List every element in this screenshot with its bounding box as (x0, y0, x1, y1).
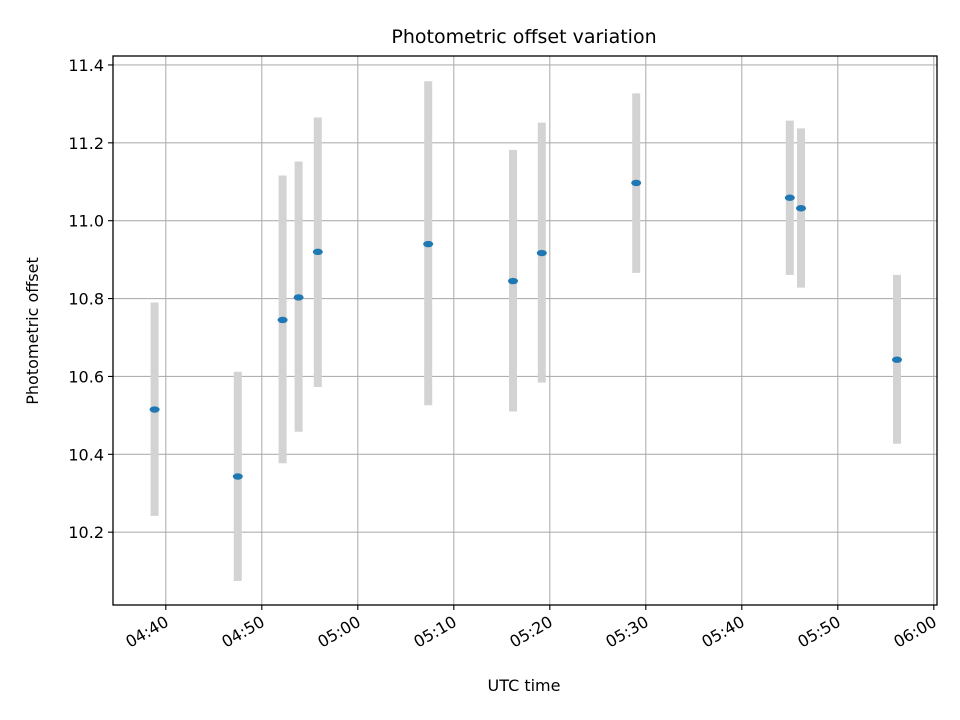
data-point (892, 356, 902, 363)
x-tick-label: 05:40 (698, 612, 747, 652)
y-tick-label: 11.4 (68, 56, 104, 75)
data-point (232, 473, 243, 480)
x-tick-label: 05:00 (314, 612, 363, 652)
data-points (149, 179, 902, 480)
x-tick-label: 05:30 (602, 612, 651, 652)
x-tick-label: 05:10 (410, 612, 459, 652)
plot-frame (112, 55, 938, 606)
x-tick-label: 04:40 (122, 612, 171, 652)
y-tick-label: 11.2 (68, 134, 104, 153)
data-point (312, 248, 323, 256)
data-point (784, 194, 795, 201)
data-point (508, 277, 518, 285)
x-axis-label: UTC time (488, 676, 561, 695)
y-tick-label: 10.8 (68, 290, 104, 309)
y-tick-label: 11.0 (68, 212, 104, 231)
data-point (423, 240, 434, 248)
y-axis-ticks: 10.2 10.4 10.6 10.8 11.0 11.2 11.4 (68, 56, 113, 542)
data-point (277, 316, 288, 324)
x-tick-label: 05:50 (794, 612, 843, 652)
error-bars (150, 81, 901, 581)
data-point (631, 179, 642, 187)
data-point (796, 205, 806, 212)
x-tick-label: 04:50 (218, 612, 267, 652)
y-axis-label: Photometric offset (23, 257, 42, 405)
y-tick-label: 10.2 (68, 523, 104, 542)
x-axis-ticks: 04:40 04:50 05:00 05:10 05:20 05:30 05:40 05:50… (122, 605, 940, 652)
x-tick-label: 06:00 (890, 612, 939, 652)
x-tick-label: 05:20 (506, 612, 555, 652)
data-point (293, 294, 304, 301)
chart-title: Photometric offset variation (391, 26, 656, 48)
y-tick-label: 10.4 (68, 445, 104, 464)
data-point (536, 249, 547, 257)
data-point (149, 406, 160, 413)
y-tick-label: 10.6 (68, 367, 104, 386)
